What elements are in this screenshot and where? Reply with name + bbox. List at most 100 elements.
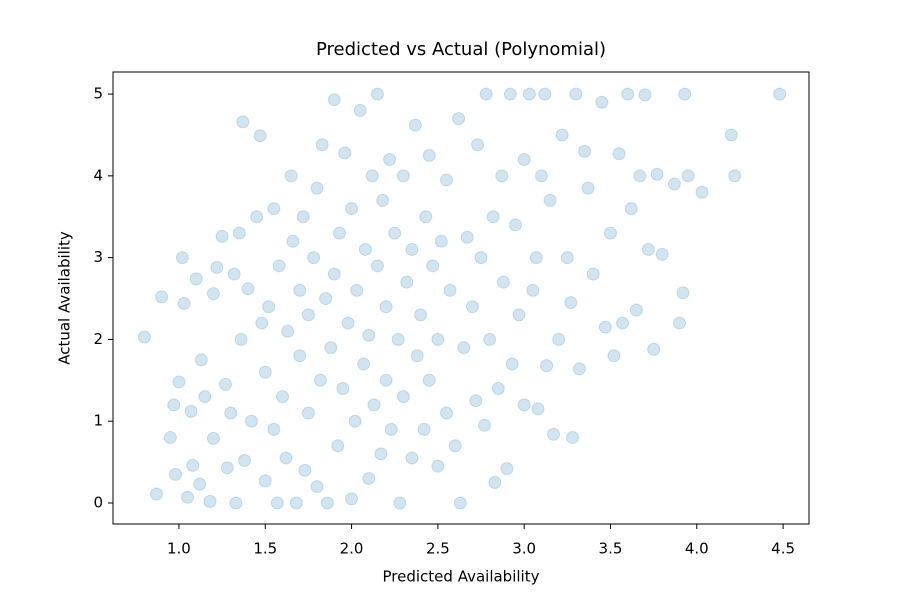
point [488,476,502,490]
point [624,202,638,216]
point [595,95,609,109]
point [474,251,488,265]
point [229,496,243,510]
point [175,251,189,265]
point [443,283,457,297]
point [578,144,592,158]
point [258,365,272,379]
point [460,230,474,244]
point [552,332,566,346]
plot-frame [112,71,810,525]
point [219,377,233,391]
point [310,181,324,195]
point [655,247,669,261]
point [477,418,491,432]
point [324,341,338,355]
point [206,431,220,445]
point [376,193,390,207]
point [353,103,367,117]
point [293,349,307,363]
point [388,226,402,240]
point [581,181,595,195]
point [310,480,324,494]
point [210,260,224,274]
point [320,496,334,510]
point [186,458,200,472]
point [232,226,246,240]
point [566,431,580,445]
point [224,406,238,420]
point [319,292,333,306]
point [560,251,574,265]
point [315,138,329,152]
point [405,451,419,465]
point [400,275,414,289]
point [267,202,281,216]
point [215,229,229,243]
point [681,169,695,183]
point [543,193,557,207]
point [555,128,569,142]
point [431,459,445,473]
x-tick-label: 2.5 [426,540,450,558]
point [673,316,687,330]
point [272,259,286,273]
point [168,467,182,481]
point [367,398,381,412]
point [270,496,284,510]
point [452,112,466,126]
point [486,210,500,224]
point [612,147,626,161]
point [405,242,419,256]
point [279,451,293,465]
point [391,332,405,346]
point [358,242,372,256]
point [234,332,248,346]
y-tick-label: 4 [93,166,103,184]
point [676,286,690,300]
point [491,381,505,395]
point [414,308,428,322]
point [206,287,220,301]
point [253,129,267,143]
point [362,328,376,342]
point [227,267,241,281]
point [150,487,163,501]
point [496,275,510,289]
point [220,461,234,475]
point [348,414,362,428]
point [155,290,169,304]
point [379,373,393,387]
point [629,303,643,317]
y-tick-label: 0 [93,493,103,511]
point [370,259,384,273]
point [586,267,600,281]
y-tick-label: 1 [93,412,103,430]
point [203,494,217,508]
point [678,87,692,101]
point [383,153,397,167]
point [419,210,433,224]
point [396,169,410,183]
point [194,353,208,367]
point [531,402,545,416]
x-tick-label: 3.0 [512,540,536,558]
point [434,234,448,248]
point [440,406,453,420]
point [267,422,281,436]
point [431,332,445,346]
x-axis-label: Predicted Availability [383,568,540,586]
point [193,477,207,491]
x-tick-label: 4.0 [685,540,709,558]
point [440,173,453,187]
point [262,300,276,314]
point [313,373,327,387]
point [616,316,630,330]
point [479,87,493,101]
point [284,169,298,183]
point [331,439,345,453]
point [327,93,341,107]
point [695,185,709,199]
chart-title: Predicted vs Actual (Polynomial) [316,39,606,60]
